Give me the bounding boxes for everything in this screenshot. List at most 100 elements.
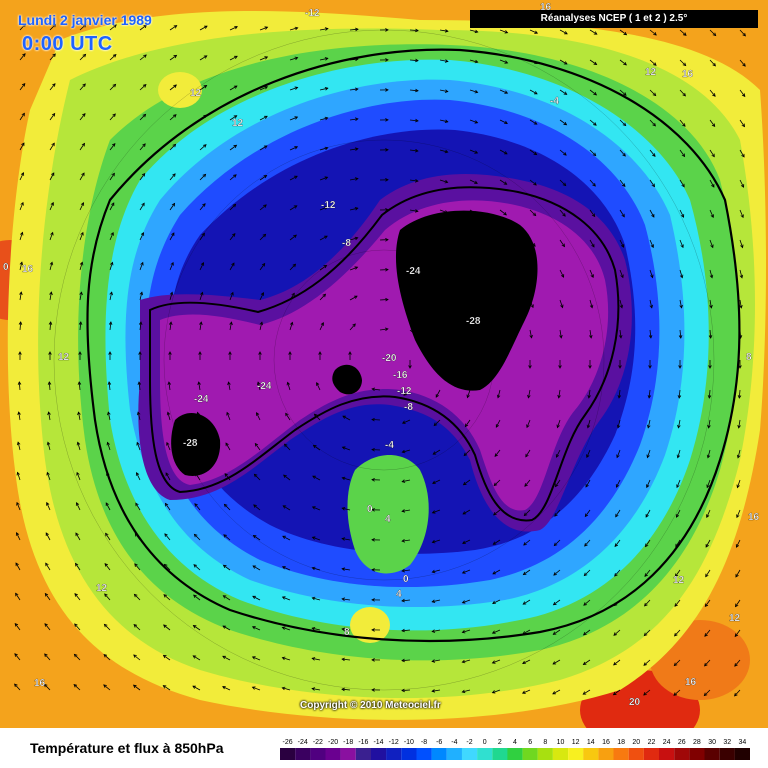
wind-arrow [439,269,448,275]
wind-arrow-head [563,61,568,65]
wind-arrow [342,568,351,571]
wind-arrow-head [533,182,537,186]
wind-arrow-head [222,686,226,690]
wind-arrow-head [708,335,713,339]
wind-arrow-head [173,25,178,29]
wind-arrow [556,449,561,458]
wind-arrow [465,419,471,427]
wind-arrow [529,119,538,125]
wind-arrow [649,239,654,248]
wind-arrow [109,143,116,151]
wind-arrow-head [142,143,146,147]
wind-arrow-head [112,83,117,88]
wind-arrow-head [258,351,262,355]
wind-arrow-head [401,658,405,663]
wind-arrow-head [233,174,237,178]
wind-arrow-head [527,394,531,399]
wind-arrow [104,563,111,571]
wind-arrow-head [193,564,197,568]
wind-arrow-head [461,630,466,634]
wind-arrow [79,54,86,61]
wind-arrow [499,29,508,34]
wind-arrow-head [414,300,419,304]
wind-arrow [409,29,419,31]
wind-arrow [73,684,81,691]
wind-arrow [49,172,55,181]
wind-arrow-head [612,691,617,696]
wind-arrow-head [104,563,109,567]
label-w5: -28 [183,438,198,449]
wind-arrow-head [736,514,740,519]
wind-arrow [618,389,621,398]
dataset-label: Réanalyses NCEP ( 1 et 2 ) 2.5° [470,10,758,28]
wind-arrow-head [133,593,138,598]
wind-arrow-head [73,653,78,658]
wind-arrow-head [140,261,144,266]
label-center-n2: -8 [342,238,351,249]
wind-arrow [195,473,201,481]
wind-arrow-head [167,381,172,386]
wind-arrow [439,299,447,306]
wind-arrow-head [614,573,618,577]
legend-tick-label: 14 [587,739,595,746]
wind-arrow [587,419,591,428]
wind-arrow-head [472,272,477,277]
wind-arrow-head [324,146,329,151]
wind-arrow [589,239,595,248]
wind-arrow [589,29,598,35]
wind-arrow [583,659,591,665]
wind-arrow [494,449,501,457]
wind-arrow [344,383,351,391]
legend-swatch [477,748,493,760]
wind-arrow [259,26,268,31]
wind-arrow-head [292,263,297,268]
wind-arrow-head [311,627,316,631]
wind-arrow [229,115,237,121]
wind-arrow [103,654,111,661]
wind-arrow [196,442,201,451]
wind-arrow [409,149,418,152]
wind-arrow-head [444,59,449,63]
wind-arrow-head [498,365,502,369]
wind-arrow [79,113,86,121]
wind-arrow-head [679,274,684,279]
wind-arrow-head [562,213,566,217]
wind-arrow-head [107,411,111,416]
wind-arrow [403,389,411,396]
wind-arrow [253,504,261,511]
wind-arrow [192,655,201,661]
wind-arrow-head [582,631,587,636]
wind-arrow-head [105,532,109,537]
wind-arrow-head [593,91,598,96]
legend-swatch [416,748,432,760]
legend-tick-label: 24 [663,739,671,746]
wind-arrow [169,55,177,61]
wind-arrow [409,119,419,122]
wind-arrow [462,509,471,515]
legend-swatch [734,748,750,760]
wind-arrow-head [385,148,389,152]
wind-arrow-head [136,441,140,446]
wind-arrow [16,532,21,541]
legend-swatch [461,748,478,760]
wind-arrow-head [195,472,199,477]
wind-arrow [644,569,651,577]
wind-arrow-head [648,365,652,369]
wind-arrow [401,629,411,632]
wind-arrow-head [49,291,53,296]
wind-arrow-head [371,447,375,452]
wind-arrow-head [172,173,176,177]
wind-arrow-head [680,214,685,218]
wind-arrow [529,89,538,95]
wind-arrow-head [264,26,269,30]
wind-arrow-head [348,351,352,355]
wind-arrow-head [14,683,18,688]
wind-arrow [223,595,231,601]
wind-arrow-head [644,573,648,577]
wind-arrow [79,321,82,331]
wind-arrow-head [354,207,359,211]
wind-arrow-head [166,411,171,416]
wind-arrow-head [682,92,686,97]
label-top: -12 [305,8,320,19]
wind-arrow-head [623,92,627,96]
